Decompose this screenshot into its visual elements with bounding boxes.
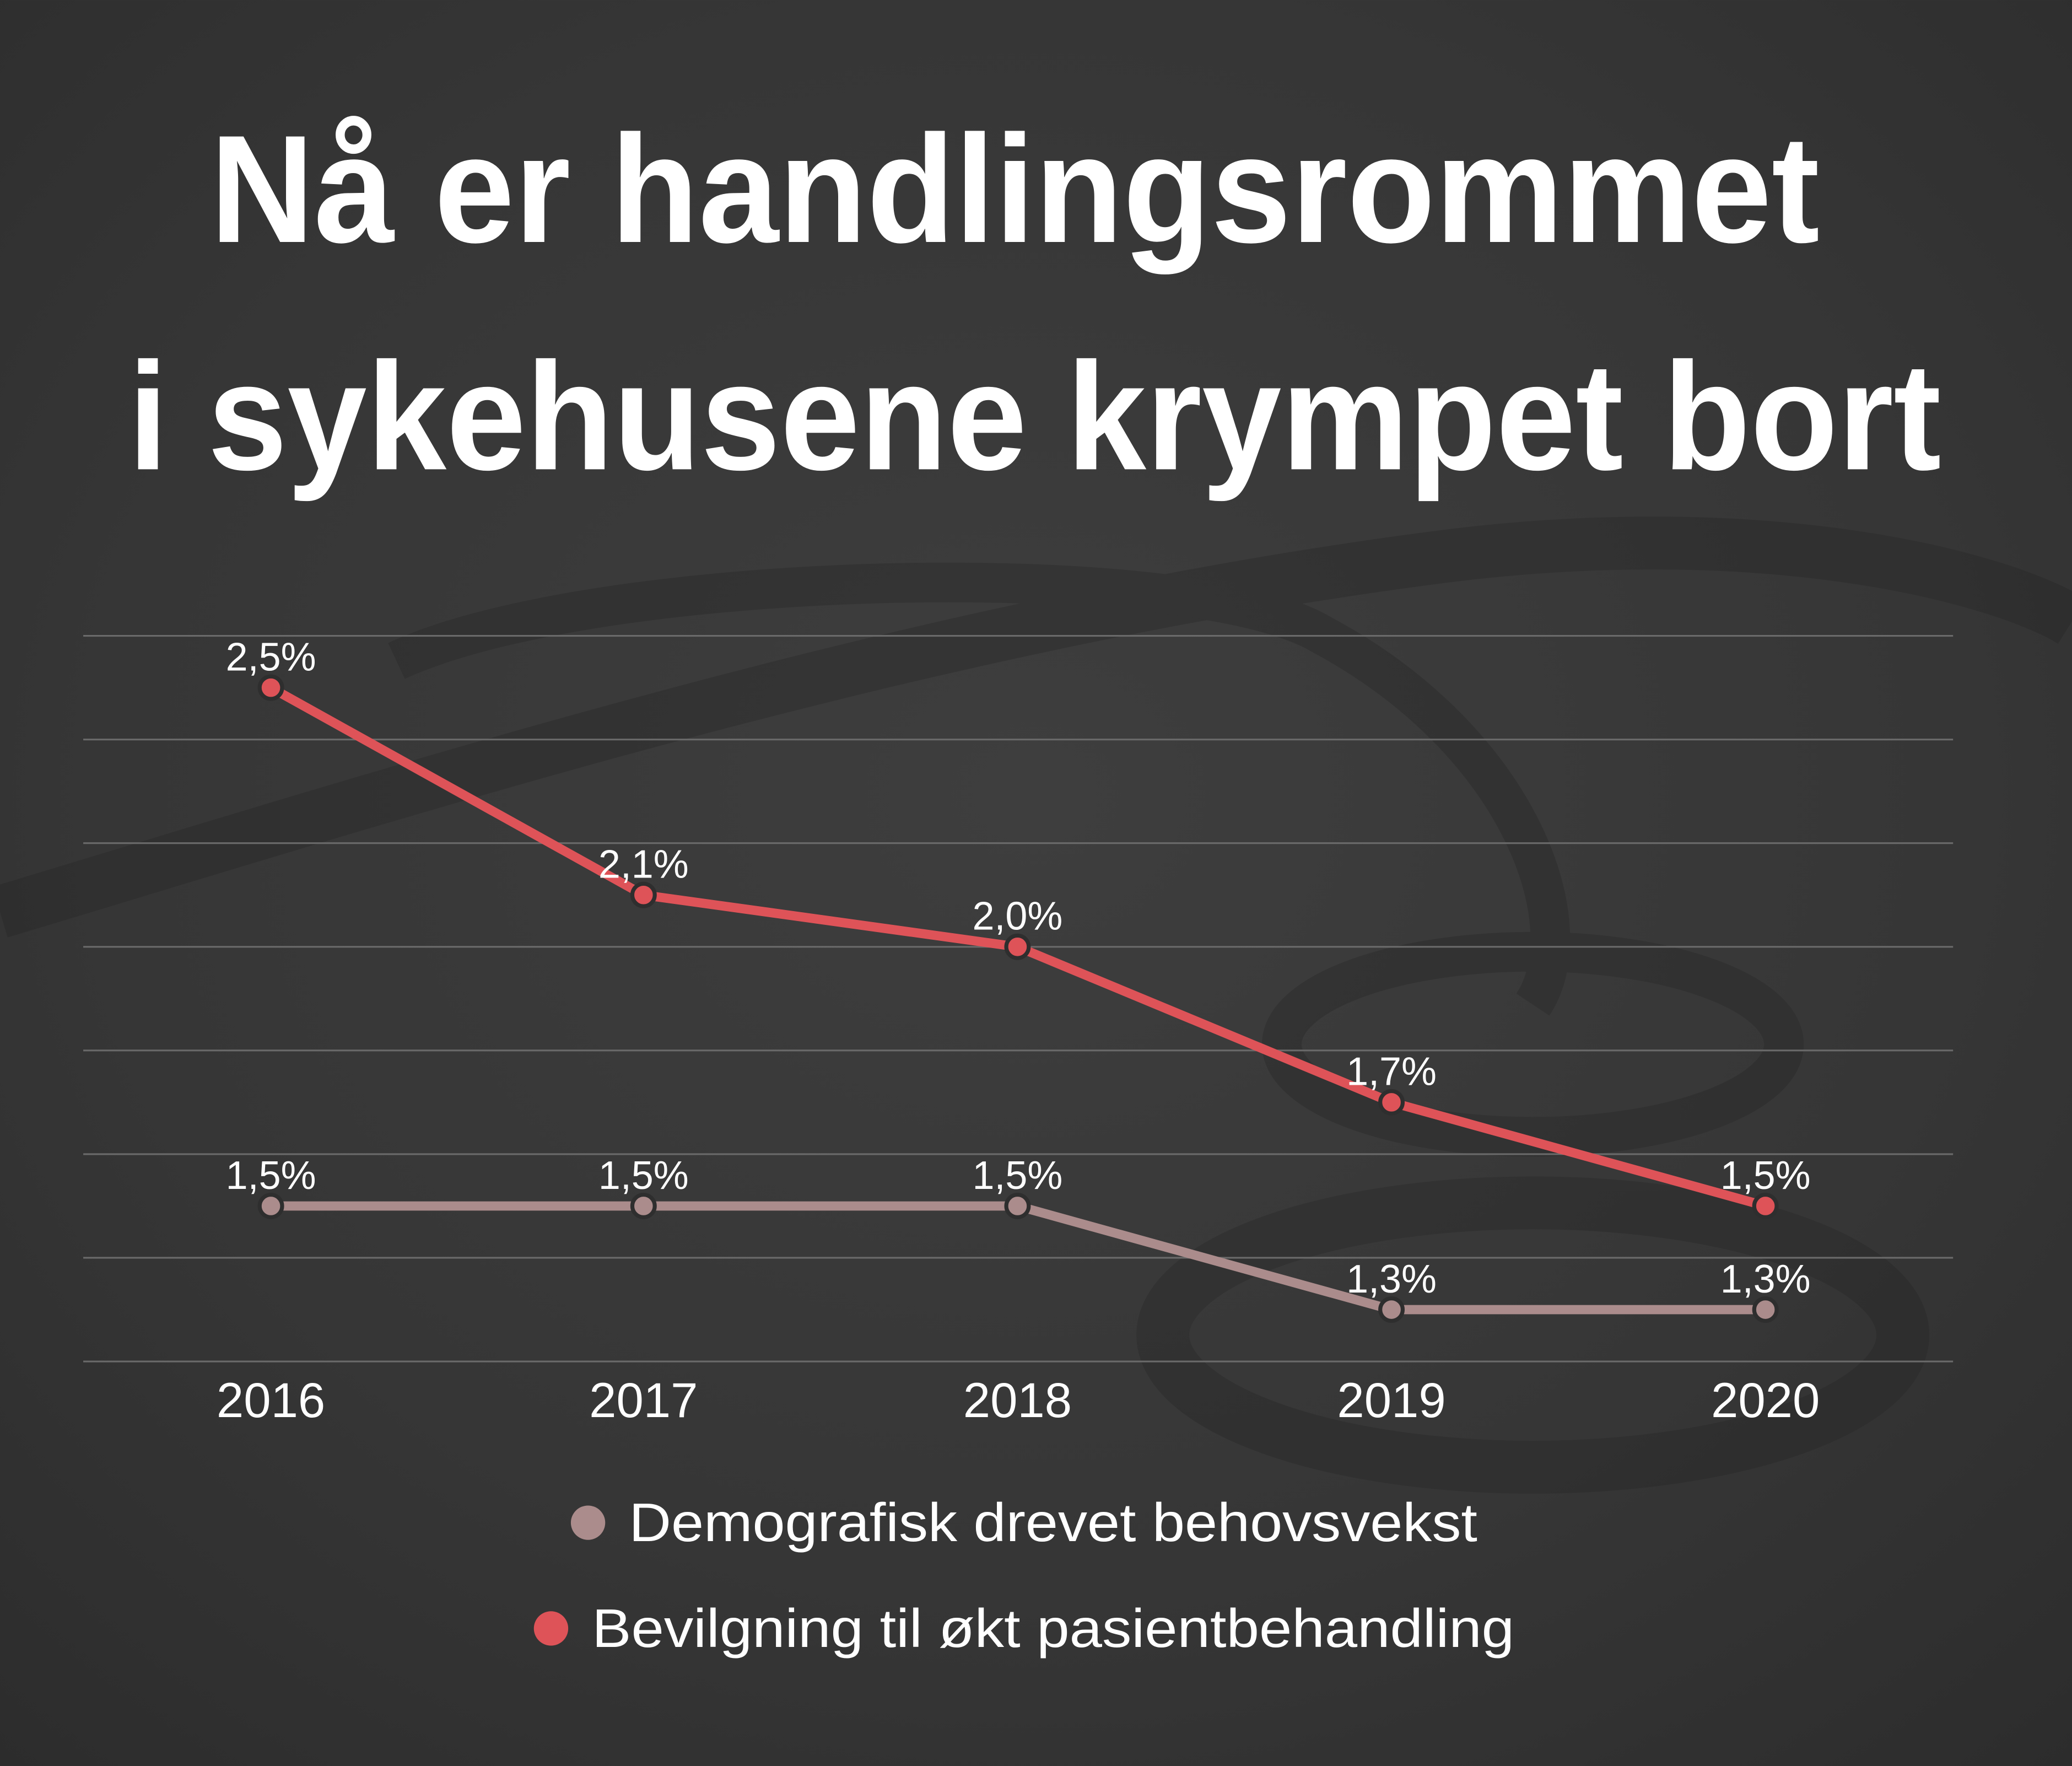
- legend-label: Bevilgning til økt pasientbehandling: [592, 1598, 1514, 1659]
- data-point[interactable]: [257, 1192, 284, 1219]
- x-tick-label: 2020: [1711, 1373, 1820, 1428]
- data-label: 1,3%: [1346, 1257, 1437, 1301]
- legend-label: Demografisk drevet behovsvekst: [629, 1492, 1477, 1553]
- data-label: 2,1%: [598, 843, 689, 887]
- legend: Demografisk drevet behovsvekst Bevilgnin…: [533, 1492, 1514, 1659]
- data-label: 2,0%: [972, 895, 1062, 939]
- x-tick-label: 2019: [1337, 1373, 1445, 1428]
- data-point[interactable]: [1378, 1089, 1405, 1116]
- legend-item-bevilgning[interactable]: Bevilgning til økt pasientbehandling: [533, 1598, 1514, 1659]
- data-point[interactable]: [1752, 1192, 1779, 1219]
- data-label: 2,5%: [226, 635, 316, 679]
- data-label: 1,5%: [226, 1154, 316, 1198]
- data-point[interactable]: [1752, 1296, 1779, 1323]
- x-tick-label: 2016: [217, 1373, 325, 1428]
- series-demografisk: 1,5% 1,5% 1,5% 1,3% 1,3%: [226, 1154, 1811, 1323]
- data-point[interactable]: [630, 881, 657, 908]
- data-label: 1,7%: [1346, 1050, 1437, 1094]
- data-label: 1,5%: [972, 1154, 1062, 1198]
- data-point[interactable]: [1378, 1296, 1405, 1323]
- data-label: 1,5%: [1720, 1154, 1811, 1198]
- data-point[interactable]: [257, 674, 284, 701]
- x-axis-ticks: 2016 2017 2018 2019 2020: [217, 1373, 1820, 1428]
- title-line-2: i sykehusene krympet bort: [128, 330, 1941, 503]
- legend-dot-icon: [570, 1505, 606, 1540]
- data-label: 1,5%: [598, 1154, 689, 1198]
- data-point[interactable]: [1004, 1192, 1031, 1219]
- data-label: 1,3%: [1720, 1257, 1811, 1301]
- x-tick-label: 2018: [963, 1373, 1072, 1428]
- title-line-1: Nå er handlingsrommet: [210, 103, 1820, 276]
- legend-dot-icon: [533, 1611, 569, 1646]
- legend-item-demografisk[interactable]: Demografisk drevet behovsvekst: [570, 1492, 1477, 1553]
- series-bevilgning: 2,5% 2,1% 2,0% 1,7% 1,5%: [226, 635, 1811, 1219]
- data-point[interactable]: [1004, 933, 1031, 960]
- x-tick-label: 2017: [589, 1373, 698, 1428]
- gridlines: [83, 635, 1954, 1363]
- series-layer: 1,5% 1,5% 1,5% 1,3% 1,3% 2,5% 2,1% 2,0% 1,7% 1,5%: [226, 635, 1811, 1323]
- data-point[interactable]: [630, 1192, 657, 1219]
